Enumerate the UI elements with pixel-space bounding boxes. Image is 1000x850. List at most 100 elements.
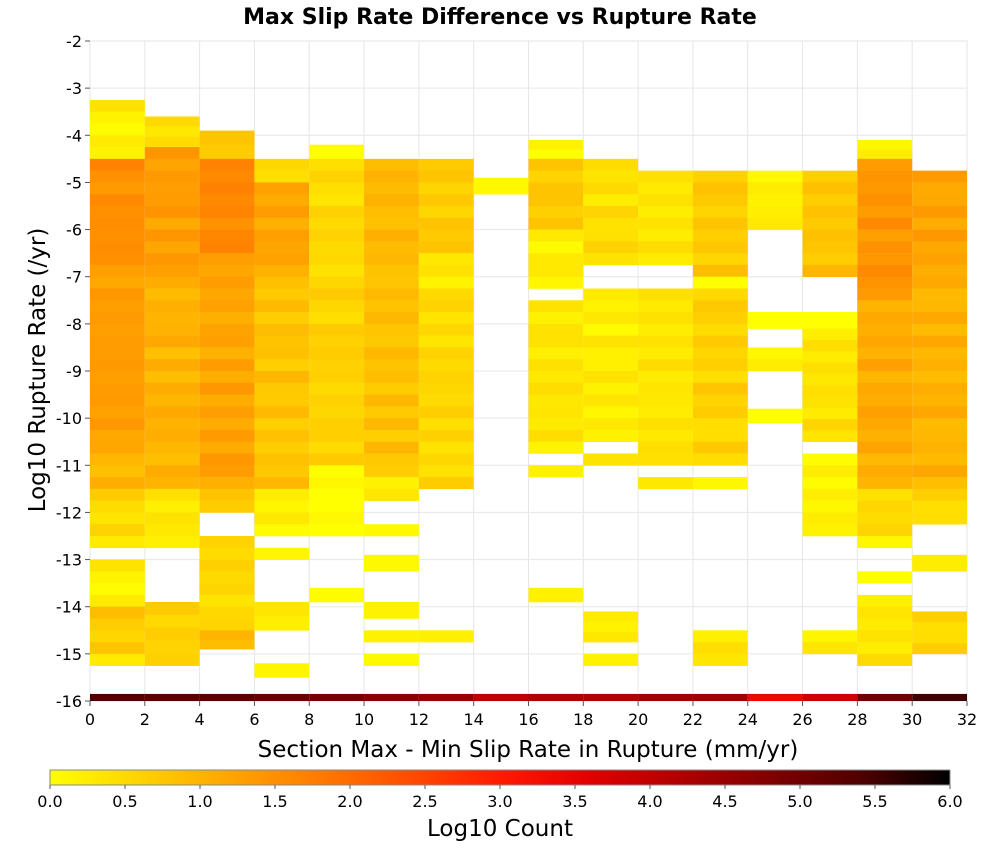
- heatmap-cell: [144, 477, 200, 490]
- heatmap-cell: [912, 477, 967, 490]
- heatmap-cell: [418, 276, 474, 289]
- heatmap-cell: [90, 347, 145, 360]
- heatmap-cell: [912, 632, 967, 644]
- heatmap-cell: [199, 571, 255, 584]
- heatmap-cell: [199, 536, 255, 549]
- heatmap-cell: [254, 323, 310, 336]
- heatmap-cell: [254, 488, 310, 501]
- baseline-cell: [638, 693, 693, 701]
- heatmap-cell: [857, 158, 913, 171]
- heatmap-cell: [583, 335, 639, 348]
- heatmap-cell: [692, 182, 748, 195]
- heatmap-cell: [692, 441, 748, 454]
- heatmap-cell: [583, 406, 639, 419]
- heatmap-cell: [638, 418, 693, 431]
- heatmap-cell: [90, 135, 145, 148]
- heatmap-cell: [309, 394, 365, 407]
- heatmap-cell: [857, 524, 913, 537]
- colorbar-tick-label: 1.5: [262, 792, 287, 811]
- heatmap-cell: [857, 536, 913, 549]
- heatmap-cell: [528, 276, 584, 289]
- heatmap-cell: [254, 312, 310, 325]
- heatmap-cell: [857, 488, 913, 501]
- x-tick-label: 30: [902, 710, 922, 729]
- heatmap-cell: [254, 500, 310, 513]
- heatmap-cell: [583, 418, 639, 431]
- heatmap-cell: [747, 408, 803, 424]
- heatmap-cell: [912, 323, 967, 336]
- heatmap-cell: [364, 264, 419, 278]
- heatmap-cell: [418, 418, 474, 431]
- y-axis-ticks: -2 -3 -4 -5 -6 -7 -8 -9 -10 -11 -12 -13 -14 -15 -16: [56, 32, 90, 711]
- heatmap-cell: [144, 652, 200, 666]
- heatmap-cell: [802, 217, 858, 230]
- heatmap-cell: [912, 335, 967, 348]
- heatmap-cell: [528, 229, 584, 242]
- heatmap-cell: [309, 453, 365, 466]
- heatmap-cell: [254, 347, 310, 360]
- heatmap-cell: [364, 371, 419, 384]
- heatmap-cell: [254, 264, 310, 278]
- heatmap-cell: [528, 140, 584, 150]
- heatmap-cell: [528, 465, 584, 478]
- heatmap-cell: [199, 144, 255, 160]
- heatmap-cell: [418, 477, 474, 490]
- heatmap-cell: [802, 488, 858, 501]
- x-tick-label: 10: [354, 710, 374, 729]
- heatmap-cell: [364, 300, 419, 313]
- heatmap-cell: [692, 194, 748, 207]
- baseline-cell: [309, 693, 365, 701]
- heatmap-cell: [857, 140, 913, 150]
- heatmap-cell: [364, 217, 419, 230]
- heatmap-cell: [144, 116, 200, 127]
- baseline-cell: [144, 693, 200, 701]
- heatmap-cell: [692, 300, 748, 313]
- baseline-cell: [199, 693, 255, 701]
- colorbar-tick-label: 0.0: [37, 792, 62, 811]
- heatmap-cell: [528, 587, 584, 603]
- heatmap-cell: [418, 158, 474, 171]
- y-tick-label: -2: [66, 32, 82, 51]
- y-tick-label: -10: [56, 409, 82, 428]
- heatmap-cell: [364, 406, 419, 419]
- heatmap-cell: [857, 394, 913, 407]
- heatmap-cell: [90, 382, 145, 395]
- heatmap-cell: [692, 347, 748, 360]
- heatmap-cell: [583, 158, 639, 171]
- heatmap-cell: [638, 253, 693, 266]
- baseline-cell: [418, 693, 474, 701]
- heatmap-cell: [309, 371, 365, 384]
- x-tick-label: 12: [409, 710, 429, 729]
- heatmap-cell: [90, 453, 145, 466]
- heatmap-cell: [802, 170, 858, 183]
- baseline-cell: [528, 693, 584, 701]
- heatmap-cell: [528, 359, 584, 372]
- heatmap-cells: [90, 99, 967, 678]
- heatmap-cell: [90, 571, 145, 584]
- heatmap-cell: [364, 323, 419, 336]
- heatmap-cell: [857, 653, 913, 666]
- heatmap-cell: [199, 488, 255, 501]
- heatmap-cell: [199, 453, 255, 466]
- heatmap-cell: [857, 264, 913, 278]
- x-tick-label: 18: [573, 710, 593, 729]
- heatmap-cell: [364, 630, 419, 643]
- heatmap-cell: [912, 217, 967, 230]
- heatmap-cell: [144, 158, 200, 171]
- heatmap-cell: [857, 170, 913, 183]
- heatmap-cell: [199, 288, 255, 301]
- heatmap-cell: [144, 241, 200, 254]
- heatmap-cell: [199, 500, 255, 513]
- heatmap-cell: [912, 359, 967, 372]
- heatmap-cell: [254, 206, 310, 219]
- heatmap-cell: [912, 441, 967, 454]
- heatmap-cell: [309, 587, 365, 603]
- heatmap-cell: [692, 429, 748, 443]
- heatmap-cell: [254, 182, 310, 195]
- heatmap-cell: [418, 394, 474, 407]
- chart-title: Max Slip Rate Difference vs Rupture Rate: [243, 5, 757, 30]
- heatmap-cell: [418, 182, 474, 195]
- heatmap-cell: [857, 382, 913, 395]
- heatmap-cell: [802, 642, 858, 655]
- heatmap-cell: [199, 312, 255, 325]
